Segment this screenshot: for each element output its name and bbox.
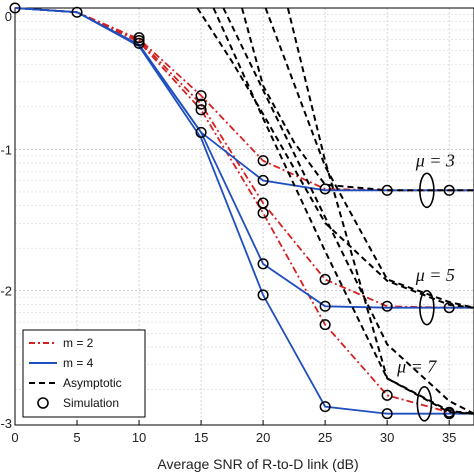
simulation-point — [195, 104, 207, 116]
x-tick-label: 30 — [380, 430, 394, 445]
y-tick-label: -1 — [0, 142, 12, 157]
legend-label: Simulation — [63, 396, 119, 410]
simulation-point — [381, 184, 393, 196]
annotation-label: μ = 7 — [396, 357, 437, 377]
series-line-asymptotic-9 — [196, 7, 474, 309]
x-tick-label: 0 — [11, 430, 18, 445]
simulation-point — [443, 184, 455, 196]
simulation-point — [133, 32, 145, 44]
series-group — [14, 7, 474, 415]
x-tick-label: 15 — [194, 430, 208, 445]
annotation-label: μ = 3 — [415, 150, 455, 170]
series-line-m-2-1 — [14, 7, 474, 309]
simulation-point — [381, 389, 393, 401]
simulation-point — [443, 408, 455, 420]
simulation-point — [381, 408, 393, 420]
y-tick-label: 0 — [5, 9, 12, 24]
simulation-point — [133, 37, 145, 49]
simulation-point — [257, 207, 269, 219]
simulation-point — [381, 300, 393, 312]
y-tick-label: -2 — [0, 284, 12, 299]
simulation-point — [195, 126, 207, 138]
simulation-point — [71, 6, 83, 18]
legend-label: m = 2 — [63, 336, 94, 350]
series-line-asymptotic-8 — [286, 7, 474, 415]
legend-label: m = 4 — [63, 356, 94, 370]
simulation-point — [319, 183, 331, 195]
legend: m = 2 m = 4 Asymptotic Simulation — [22, 329, 146, 418]
annotation-ellipse — [419, 289, 435, 326]
x-tick-label: 20 — [256, 430, 270, 445]
annotation-label: μ = 5 — [415, 265, 455, 285]
y-tick-label: -3 — [0, 416, 12, 431]
series-line-m-4-4 — [14, 7, 474, 309]
legend-label: Asymptotic — [63, 376, 122, 390]
x-ticks: 0 5 10 15 20 25 30 35 — [11, 420, 456, 445]
x-tick-label: 10 — [132, 430, 146, 445]
simulation-point — [319, 273, 331, 285]
simulation-point — [257, 289, 269, 301]
simulation-markers — [9, 2, 455, 420]
simulation-point — [257, 174, 269, 187]
simulation-point — [319, 401, 331, 413]
simulation-point — [257, 155, 269, 167]
series-line-asymptotic-7 — [264, 7, 474, 309]
annotation-ellipse — [416, 385, 433, 422]
series-line-asymptotic-6 — [241, 7, 474, 192]
axes-frame — [14, 7, 474, 426]
y-ticks: 0 -1 -2 -3 — [0, 9, 12, 431]
simulation-point — [319, 300, 331, 312]
series-line-m-4-5 — [14, 7, 474, 415]
simulation-point — [195, 90, 207, 102]
simulation-point — [443, 302, 455, 314]
annotation-ellipse — [419, 172, 435, 209]
x-axis-label: Average SNR of R-to-D link (dB) — [157, 456, 358, 472]
simulation-point — [133, 34, 145, 47]
series-line-asymptotic-10 — [222, 7, 474, 415]
simulation-point — [319, 319, 331, 331]
legend-box — [22, 329, 146, 418]
x-tick-label: 5 — [73, 430, 80, 445]
legend-marker-simulation — [37, 397, 49, 409]
series-line-asymptotic-11 — [212, 7, 474, 415]
simulation-point — [195, 98, 207, 110]
x-tick-label: 25 — [318, 430, 332, 445]
simulation-point — [257, 258, 269, 270]
annotations: μ = 3 μ = 5 μ = 7 — [396, 150, 455, 422]
x-tick-label: 35 — [442, 430, 456, 445]
simulation-point — [9, 2, 21, 14]
